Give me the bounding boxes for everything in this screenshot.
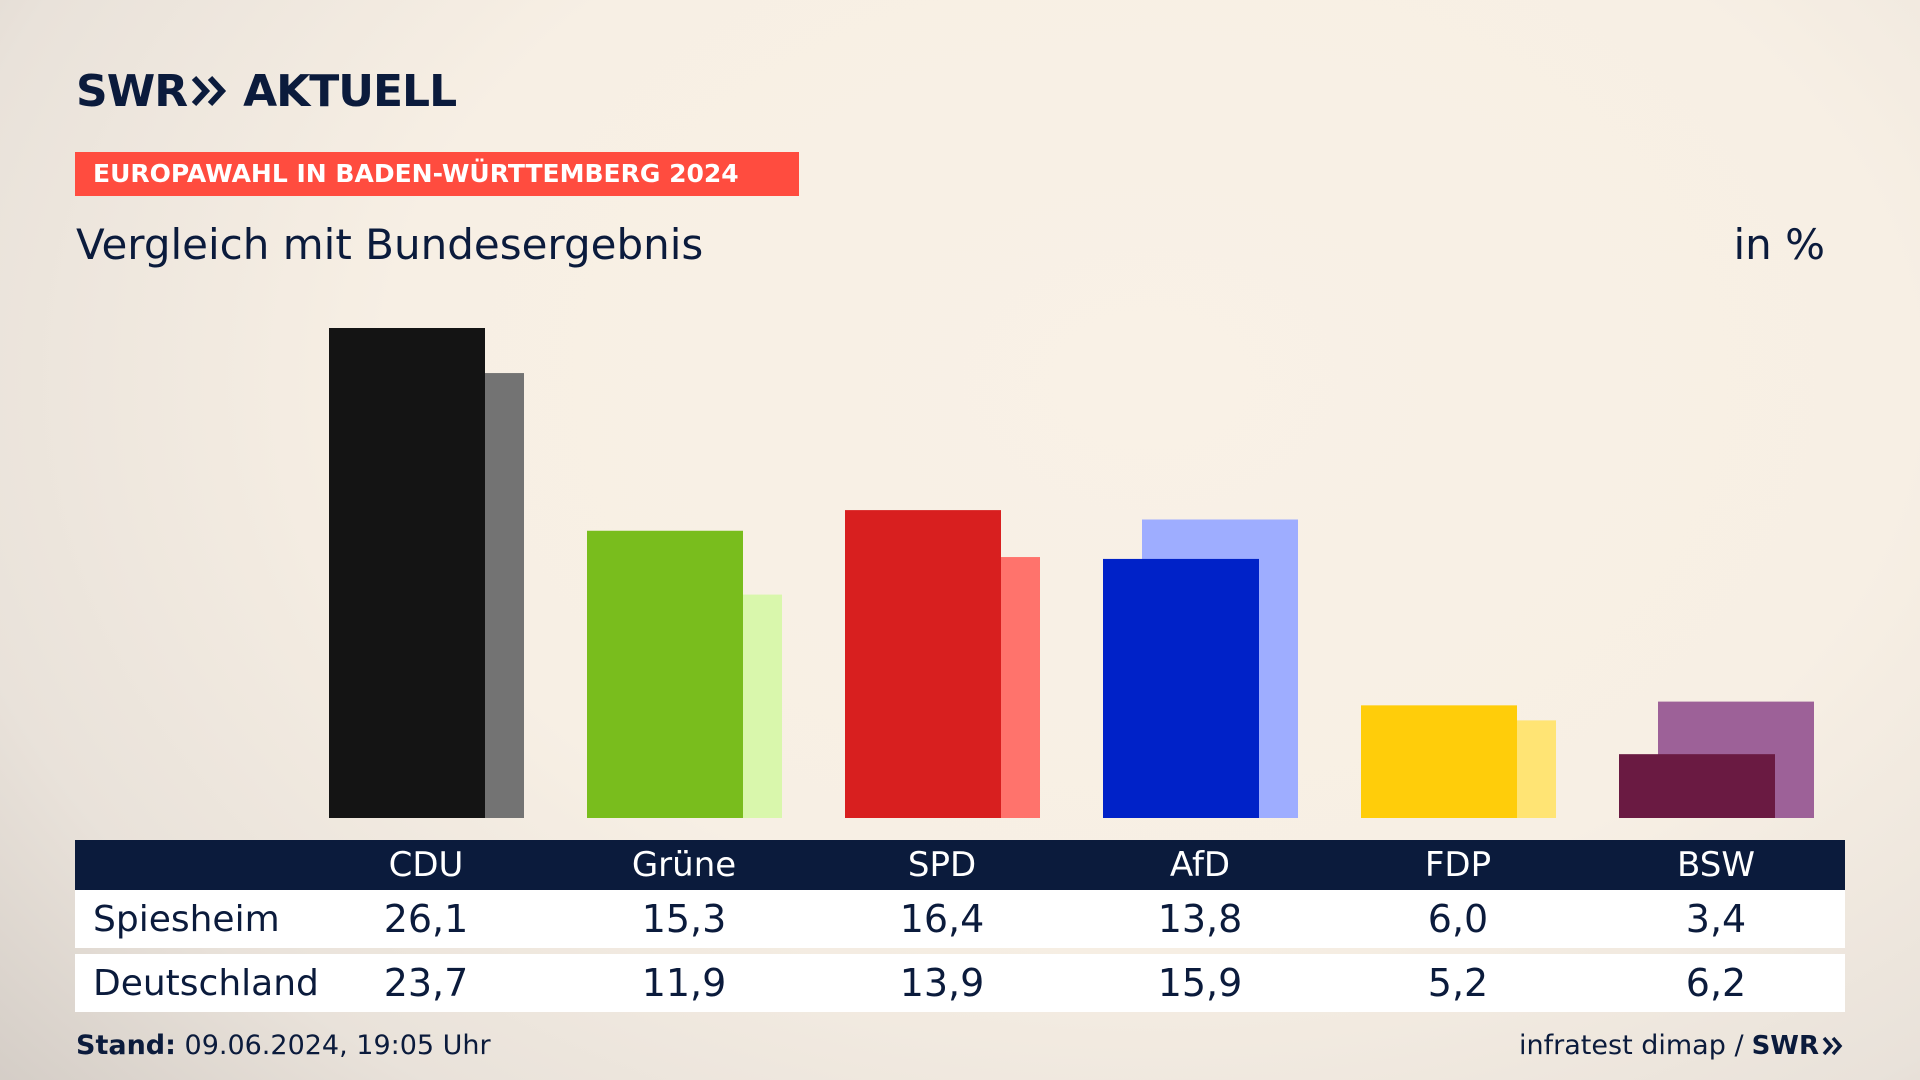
bar-fdp-spiesheim	[1361, 705, 1517, 818]
chevron-double-icon	[191, 75, 229, 107]
stand-label: Stand:	[76, 1030, 176, 1061]
bar-bsw-spiesheim	[1619, 754, 1775, 818]
stand-value: 09.06.2024, 19:05 Uhr	[184, 1030, 491, 1061]
row-label-deutschland: Deutschland	[93, 962, 319, 1004]
value-afd-spiesheim: 13,8	[1157, 897, 1243, 941]
value-gruene-deutschland: 11,9	[641, 961, 727, 1005]
value-cdu-spiesheim: 26,1	[383, 897, 469, 941]
election-banner: EUROPAWAHL IN BADEN-WÜRTTEMBERG 2024	[75, 152, 799, 196]
value-bsw-deutschland: 6,2	[1685, 961, 1747, 1005]
chart-subtitle: Vergleich mit Bundesergebnis	[76, 220, 704, 269]
column-header-gruene: Grüne	[631, 845, 737, 885]
column-header-cdu: CDU	[388, 845, 464, 885]
unit-label: in %	[1733, 220, 1825, 269]
table-row: Spiesheim 26,1 15,3 16,4 13,8 6,0 3,4	[75, 890, 1845, 948]
bar-gruene-spiesheim	[587, 530, 743, 818]
table-header: CDU Grüne SPD AfD FDP BSW	[75, 840, 1845, 890]
bar-spd-spiesheim	[845, 510, 1001, 818]
logo-brand: SWR	[76, 65, 188, 117]
mini-logo-text: SWR	[1751, 1030, 1819, 1061]
column-header-fdp: FDP	[1424, 845, 1492, 885]
table-row: Deutschland 23,7 11,9 13,9 15,9 5,2 6,2	[75, 954, 1845, 1012]
bar-afd-spiesheim	[1103, 558, 1259, 818]
results-table: CDU Grüne SPD AfD FDP BSW Spiesheim 26,1 15,3 1…	[75, 840, 1845, 1012]
bar-cdu-spiesheim	[329, 328, 485, 818]
timestamp: Stand: 09.06.2024, 19:05 Uhr	[76, 1030, 491, 1061]
value-gruene-spiesheim: 15,3	[641, 897, 727, 941]
logo-product: AKTUELL	[243, 65, 457, 117]
value-fdp-spiesheim: 6,0	[1427, 897, 1489, 941]
column-header-afd: AfD	[1169, 845, 1231, 885]
value-spd-spiesheim: 16,4	[899, 897, 985, 941]
chevron-double-icon	[1822, 1036, 1843, 1055]
source-credit: infratest dimap / SWR	[1519, 1030, 1844, 1061]
column-header-spd: SPD	[907, 845, 977, 885]
value-fdp-deutschland: 5,2	[1427, 961, 1489, 1005]
value-cdu-deutschland: 23,7	[383, 961, 469, 1005]
row-label-spiesheim: Spiesheim	[93, 898, 280, 940]
column-header-bsw: BSW	[1677, 845, 1755, 885]
swr-mini-logo: SWR	[1752, 1031, 1844, 1061]
source-text: infratest dimap /	[1519, 1030, 1744, 1061]
value-bsw-spiesheim: 3,4	[1685, 897, 1747, 941]
swr-aktuell-logo: SWR AKTUELL	[76, 65, 457, 117]
value-afd-deutschland: 15,9	[1157, 961, 1243, 1005]
value-spd-deutschland: 13,9	[899, 961, 985, 1005]
